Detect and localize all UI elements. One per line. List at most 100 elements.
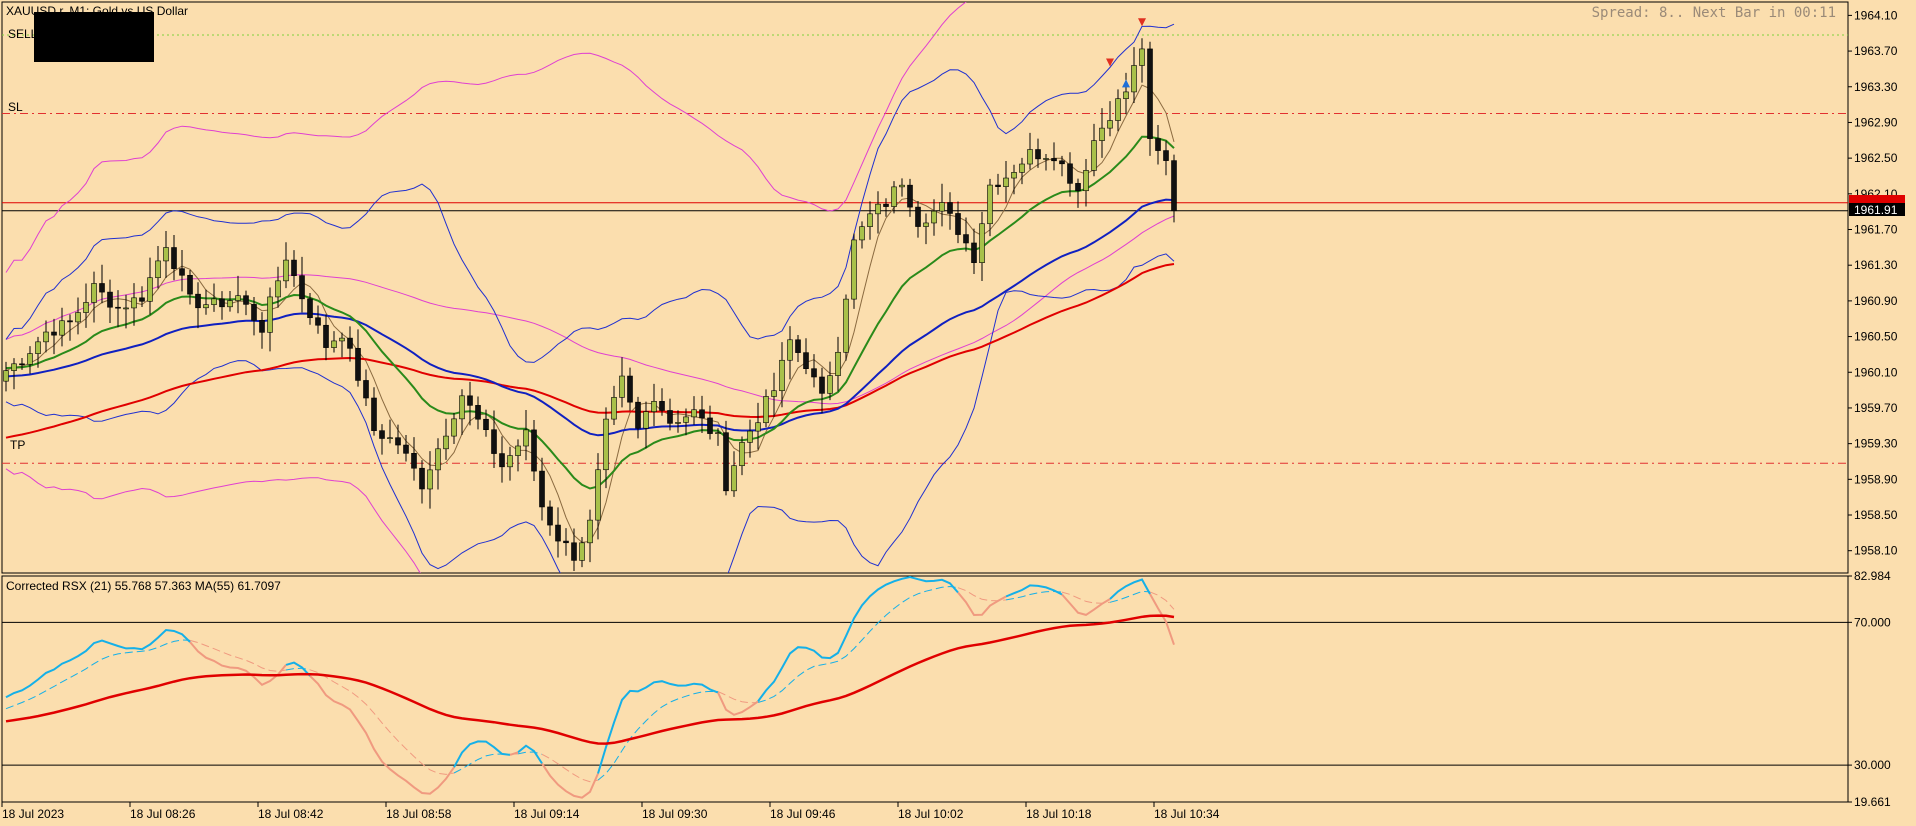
candle[interactable] <box>947 192 953 230</box>
candle[interactable] <box>1131 47 1137 104</box>
price-plot-area[interactable] <box>2 0 1848 752</box>
candle[interactable] <box>1163 140 1169 176</box>
candle[interactable] <box>563 528 569 556</box>
candle[interactable] <box>899 178 905 197</box>
candle[interactable] <box>299 256 305 313</box>
candle[interactable] <box>603 407 609 489</box>
candle[interactable] <box>939 183 945 227</box>
candle[interactable] <box>451 413 457 444</box>
candle[interactable] <box>851 233 857 309</box>
candle[interactable] <box>115 290 121 328</box>
candle[interactable] <box>43 320 49 353</box>
candle[interactable] <box>1003 161 1009 203</box>
candle[interactable] <box>483 409 489 437</box>
candle[interactable] <box>27 346 33 374</box>
candle[interactable] <box>155 245 161 289</box>
candle[interactable] <box>835 336 841 392</box>
candle[interactable] <box>811 354 817 388</box>
candle[interactable] <box>187 269 193 305</box>
candle[interactable] <box>915 201 921 238</box>
candle[interactable] <box>1115 89 1121 132</box>
candle[interactable] <box>635 396 641 439</box>
candle[interactable] <box>627 367 633 411</box>
candle[interactable] <box>283 242 289 289</box>
candle[interactable] <box>867 201 873 240</box>
candle[interactable] <box>227 291 233 312</box>
candle[interactable] <box>731 451 737 497</box>
candle[interactable] <box>1155 124 1161 165</box>
candle[interactable] <box>651 383 657 426</box>
candle[interactable] <box>3 361 9 392</box>
candle[interactable] <box>347 326 353 362</box>
candle[interactable] <box>35 336 41 368</box>
candle[interactable] <box>1051 142 1057 171</box>
candle[interactable] <box>1139 38 1145 83</box>
candle[interactable] <box>1107 101 1113 137</box>
candle[interactable] <box>499 436 505 483</box>
candle[interactable] <box>19 358 25 370</box>
candle[interactable] <box>611 385 617 425</box>
candle[interactable] <box>1027 132 1033 170</box>
candle[interactable] <box>371 387 377 436</box>
candle[interactable] <box>931 199 937 236</box>
candle[interactable] <box>163 230 169 278</box>
candle[interactable] <box>771 372 777 417</box>
candle[interactable] <box>307 293 313 325</box>
candle[interactable] <box>99 264 105 304</box>
candle[interactable] <box>363 369 369 407</box>
candle[interactable] <box>763 389 769 428</box>
candle[interactable] <box>411 437 417 481</box>
candle[interactable] <box>803 338 809 375</box>
candle[interactable] <box>1123 72 1129 115</box>
candle[interactable] <box>643 401 649 449</box>
candle[interactable] <box>387 419 393 444</box>
candle[interactable] <box>515 439 521 472</box>
candle[interactable] <box>691 396 697 425</box>
sell-arrow-icon[interactable] <box>1138 18 1146 27</box>
candle[interactable] <box>979 211 985 282</box>
candle[interactable] <box>1147 41 1153 156</box>
candle[interactable] <box>539 457 545 521</box>
candle[interactable] <box>491 410 497 468</box>
candle[interactable] <box>987 178 993 237</box>
candle[interactable] <box>323 314 329 361</box>
candle[interactable] <box>203 289 209 315</box>
candle[interactable] <box>787 326 793 380</box>
candle[interactable] <box>107 279 113 323</box>
candle[interactable] <box>179 250 185 292</box>
candle[interactable] <box>11 358 17 390</box>
candle[interactable] <box>331 331 337 353</box>
buy-arrow-icon[interactable] <box>1122 79 1130 88</box>
candle[interactable] <box>1043 153 1049 171</box>
candle[interactable] <box>379 424 385 455</box>
candle[interactable] <box>195 282 201 329</box>
candle[interactable] <box>571 528 577 572</box>
candle[interactable] <box>1059 155 1065 177</box>
candle[interactable] <box>795 335 801 363</box>
candle[interactable] <box>779 342 785 408</box>
candle[interactable] <box>963 217 969 252</box>
candle[interactable] <box>739 436 745 476</box>
candle[interactable] <box>827 361 833 401</box>
candle[interactable] <box>715 428 721 446</box>
candle[interactable] <box>419 460 425 504</box>
candle[interactable] <box>883 198 889 217</box>
candle[interactable] <box>467 381 473 426</box>
candle[interactable] <box>507 446 513 481</box>
candle[interactable] <box>171 234 177 281</box>
candle[interactable] <box>219 291 225 320</box>
candle[interactable] <box>355 329 361 387</box>
candle[interactable] <box>59 307 65 347</box>
candle[interactable] <box>403 435 409 462</box>
candle[interactable] <box>531 420 537 481</box>
rsx-plot-area[interactable] <box>2 576 1848 799</box>
candle[interactable] <box>1019 157 1025 185</box>
candle[interactable] <box>923 213 929 245</box>
candle[interactable] <box>51 318 57 355</box>
candle[interactable] <box>1067 152 1073 197</box>
candle[interactable] <box>291 250 297 287</box>
candle[interactable] <box>1091 123 1097 177</box>
candle[interactable] <box>971 228 977 275</box>
candle[interactable] <box>955 201 961 244</box>
